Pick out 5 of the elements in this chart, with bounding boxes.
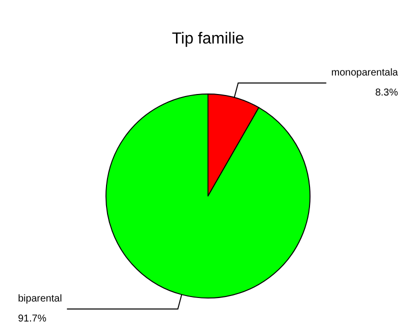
data-label: 8.3% (375, 87, 398, 98)
slice-label: biparental (18, 294, 62, 305)
slice-label: monoparentala (331, 67, 398, 78)
chart-title: Tip familie (172, 30, 244, 48)
data-label: 91.7% (18, 314, 46, 325)
